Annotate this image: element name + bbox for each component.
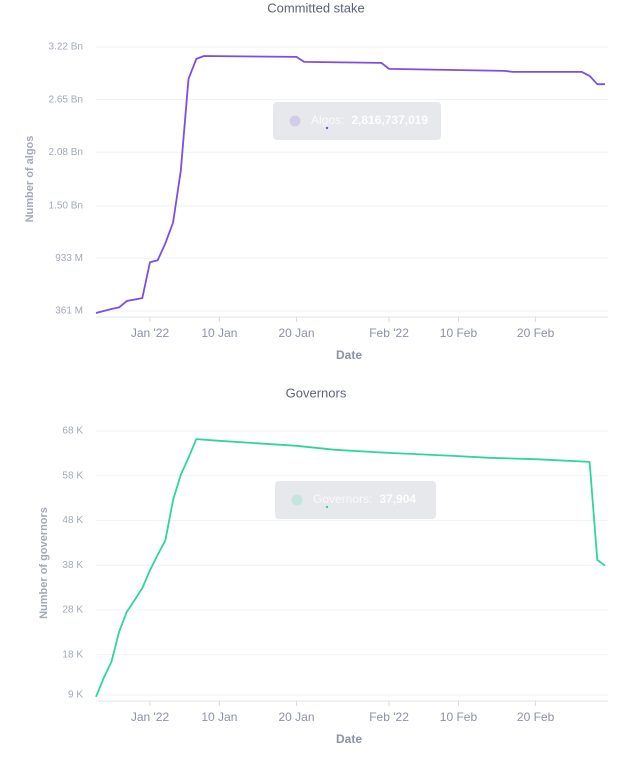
tooltip-label: Governors: [313, 492, 372, 506]
y-tick-label: 933 M [55, 253, 83, 264]
x-axis-title: Date [336, 732, 362, 746]
y-tick-label: 2.08 Bn [49, 147, 83, 158]
tooltip-box [275, 481, 436, 519]
y-tick-label: 9 K [68, 690, 83, 701]
data-line [95, 55, 605, 314]
x-tick-label: 20 Feb [517, 710, 555, 724]
x-tick-label: Feb '22 [369, 326, 409, 340]
hover-dot [325, 505, 329, 509]
chart-title: Governors [286, 385, 347, 400]
x-tick-label: Jan '22 [131, 710, 170, 724]
y-tick-label: 68 K [62, 426, 83, 437]
y-tick-label: 1.50 Bn [49, 200, 83, 211]
y-tick-label: 28 K [62, 605, 83, 616]
x-tick-label: 10 Feb [440, 710, 478, 724]
data-line [95, 438, 606, 698]
y-axis-title: Number of governors [38, 507, 50, 619]
y-tick-label: 2.65 Bn [49, 94, 83, 105]
tooltip-box [273, 102, 441, 140]
x-tick-label: 20 Feb [517, 326, 555, 340]
x-tick-label: 10 Feb [440, 326, 478, 340]
y-tick-label: 3.22 Bn [49, 42, 83, 53]
y-tick-label: 18 K [62, 649, 83, 660]
y-axis-title: Number of algos [24, 136, 36, 223]
x-tick-label: Feb '22 [369, 710, 409, 724]
x-tick-label: 20 Jan [278, 326, 314, 340]
tooltip-value: 37,904 [379, 492, 416, 506]
tooltip-swatch [289, 115, 301, 127]
chart-title: Committed stake [267, 0, 365, 15]
y-tick-label: 58 K [62, 470, 83, 481]
x-tick-label: 10 Jan [201, 710, 237, 724]
y-tick-label: 38 K [62, 560, 83, 571]
tooltip-label: Algos: [311, 113, 344, 127]
tooltip-value: 2,816,737,019 [351, 113, 428, 127]
y-tick-label: 361 M [55, 306, 83, 317]
x-tick-label: 20 Jan [278, 710, 314, 724]
x-tick-label: 10 Jan [201, 326, 237, 340]
hover-dot [325, 126, 329, 130]
y-tick-label: 48 K [62, 515, 83, 526]
tooltip-swatch [291, 494, 303, 506]
x-axis-title: Date [336, 348, 362, 362]
x-tick-label: Jan '22 [131, 326, 170, 340]
